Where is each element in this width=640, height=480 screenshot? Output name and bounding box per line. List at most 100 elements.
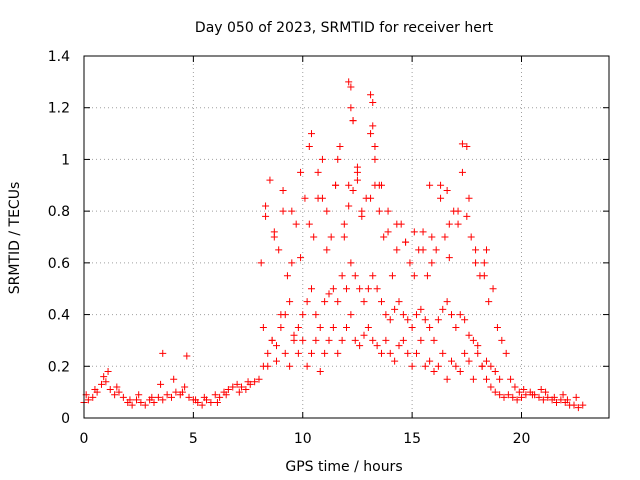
data-point [421,316,429,324]
data-point [111,391,119,399]
data-point [290,331,298,339]
data-point [413,349,420,357]
data-point [213,398,221,406]
data-point [303,298,311,306]
data-point [312,336,320,344]
data-point [340,220,348,228]
data-point [283,272,291,280]
data-point [323,246,331,254]
data-point [262,212,270,220]
data-point [141,401,149,409]
data-point [461,316,469,324]
data-point [500,393,508,401]
data-point [375,207,383,215]
data-point [417,305,425,313]
data-point [378,298,385,306]
data-point [434,362,442,370]
data-point [259,324,267,331]
data-point [445,254,453,262]
data-point [277,324,285,331]
data-point [128,401,136,409]
data-point [563,396,571,404]
data-point [445,220,453,228]
data-point [244,378,252,386]
data-point [428,259,436,267]
data-point [325,336,333,344]
data-point [406,259,414,267]
data-point [384,228,392,236]
x-tick-label: 5 [189,431,198,447]
data-point [480,259,488,267]
data-point [329,324,337,331]
data-point [393,246,401,254]
data-point [432,246,440,254]
data-point [369,122,377,130]
data-point [102,378,110,386]
data-point [297,168,305,176]
data-point [417,336,425,344]
data-point [515,388,523,396]
data-point [483,246,490,254]
data-point [329,285,337,293]
data-point [474,349,482,357]
data-point [520,386,528,394]
data-point [371,143,379,150]
data-point [491,367,499,375]
data-point [367,91,375,99]
data-point [222,391,230,399]
x-tick-label: 10 [294,431,312,447]
data-point [305,220,313,228]
data-point [439,349,447,357]
data-point [305,143,313,150]
data-point [159,349,167,357]
data-point [119,393,127,401]
data-point [157,380,165,388]
data-point [496,391,504,399]
data-point [456,367,464,375]
data-point [386,349,394,357]
data-point [369,99,377,107]
data-point [351,336,359,344]
data-point [413,311,420,319]
data-point [360,331,368,339]
y-tick-label: 0.4 [48,308,70,324]
data-point [483,357,490,365]
data-point [439,305,447,313]
data-point [98,380,105,388]
chart-title: Day 050 of 2023, SRMTID for receiver her… [195,20,494,36]
data-point [448,311,455,319]
data-point [452,362,460,370]
data-point [137,398,145,406]
data-point [270,228,278,236]
data-point [178,388,186,396]
data-point [410,228,418,236]
data-point [378,349,385,357]
data-point [364,285,372,293]
data-point [172,388,180,396]
y-tick-label: 1 [61,152,70,168]
data-point [491,388,499,396]
data-point [452,324,460,331]
data-point [343,324,350,331]
data-point [294,324,302,331]
data-point [281,349,289,357]
data-point [292,220,300,228]
data-point [268,336,276,344]
data-point [386,316,394,324]
data-point [378,181,385,189]
data-point [437,194,445,202]
data-point [301,194,309,202]
data-point [542,388,550,396]
data-point [511,383,519,391]
data-point [318,155,326,163]
data-point [384,207,392,215]
data-point [308,285,315,293]
data-point [316,324,324,331]
data-point [388,272,396,280]
y-tick-label: 0.2 [48,359,70,375]
data-point [430,336,438,344]
data-point [419,246,427,254]
data-point [463,143,471,150]
data-point [356,342,364,350]
